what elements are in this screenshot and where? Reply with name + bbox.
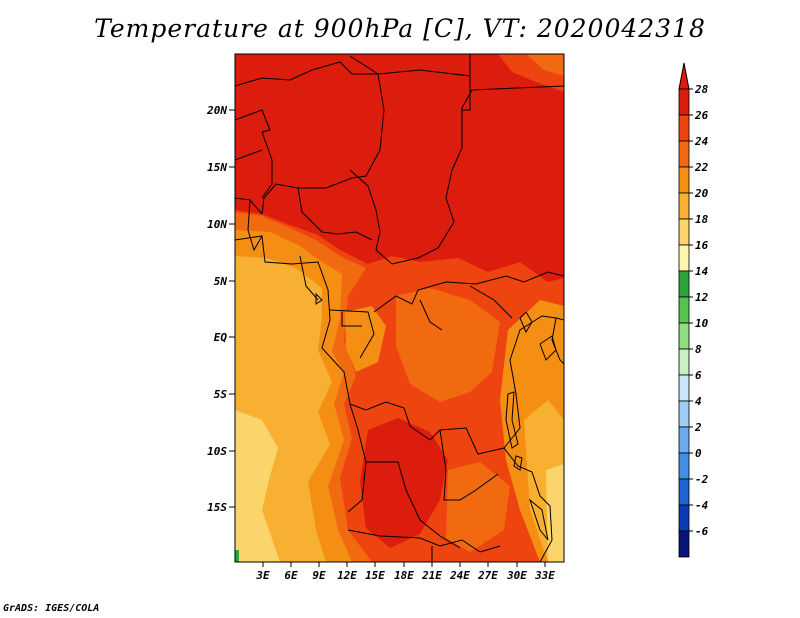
colorbar-segment	[678, 88, 690, 116]
colorbar-label: 4	[695, 395, 702, 408]
colorbar-segment	[678, 504, 690, 532]
latitude-axis: 20N 15N 10N 5N EQ 5S 10S 15S	[206, 104, 235, 514]
temperature-field	[235, 54, 564, 562]
colorbar-label: 12	[695, 291, 709, 304]
lon-label: 15E	[365, 569, 385, 582]
field-region-24c-south	[446, 462, 510, 552]
colorbar-label: 20	[694, 187, 709, 200]
colorbar-label: -4	[695, 499, 709, 512]
lon-label: 9E	[312, 569, 326, 582]
lat-label: 10S	[207, 445, 227, 458]
colorbar-segment	[678, 244, 690, 272]
colorbar-segment	[678, 218, 690, 246]
lon-label: 12E	[337, 569, 357, 582]
colorbar-label: 24	[694, 135, 709, 148]
field-region-24c-ne	[526, 54, 564, 76]
colorbar-segment	[678, 400, 690, 428]
colorbar-segment	[678, 166, 690, 194]
colorbar-label: -2	[695, 473, 709, 486]
colorbar-max-arrow	[678, 62, 690, 90]
lon-label: 21E	[421, 569, 442, 582]
map-frame	[234, 53, 565, 563]
colorbar-segment	[678, 530, 690, 558]
colorbar-segment	[678, 426, 690, 454]
lat-label: 10N	[207, 218, 227, 231]
colorbar-segment	[678, 348, 690, 376]
colorbar-label: 2	[694, 421, 702, 434]
colorbar-label: 10	[695, 317, 709, 330]
colorbar-label: 18	[695, 213, 709, 226]
colorbar-label: 28	[694, 83, 709, 96]
colorbar-label: -6	[695, 525, 709, 538]
lat-label: 5N	[214, 275, 228, 288]
field-region-24c-basin	[396, 288, 500, 402]
field-region-22c-congo	[345, 306, 386, 372]
lat-label: 5S	[214, 388, 228, 401]
lon-label: 18E	[394, 569, 414, 582]
chart-title: Temperature at 900hPa [C], VT: 202004231…	[94, 14, 706, 43]
lon-label: 33E	[534, 569, 555, 582]
colorbar-label: 0	[695, 447, 702, 460]
colorbar-segment	[678, 296, 690, 324]
lat-label: 15S	[207, 501, 227, 514]
colorbar-segment	[678, 114, 690, 142]
lon-label: 27E	[477, 569, 498, 582]
colorbar-label: 6	[695, 369, 702, 382]
colorbar-label: 14	[695, 265, 709, 278]
field-region-18c-east	[546, 464, 564, 562]
country-borders	[235, 54, 564, 562]
lat-label: 20N	[206, 104, 227, 117]
field-region-green-sw	[235, 550, 239, 562]
field-region-28c	[235, 54, 564, 282]
lon-label: 6E	[284, 569, 298, 582]
field-region-18c-sw	[235, 410, 280, 562]
longitude-axis: 3E 6E 9E 12E 15E 18E 21E 24E 27E 30E 33E	[255, 562, 555, 582]
colorbar-segment	[678, 478, 690, 506]
software-credit: GrADS: IGES/COLA	[3, 603, 100, 614]
lon-label: 30E	[506, 569, 527, 582]
lat-label: 15N	[207, 161, 227, 174]
colorbar-segment	[678, 322, 690, 350]
colorbar-label: 16	[695, 239, 709, 252]
colorbar-label: 8	[695, 343, 702, 356]
lat-label: EQ	[214, 331, 228, 344]
colorbar-segment	[678, 140, 690, 168]
colorbar-label: 26	[694, 109, 709, 122]
lon-label: 3E	[255, 569, 270, 582]
colorbar-segment	[678, 452, 690, 480]
colorbar-label: 22	[694, 161, 709, 174]
colorbar-segment	[678, 192, 690, 220]
lon-label: 24E	[449, 569, 470, 582]
colorbar-segment	[678, 374, 690, 402]
colorbar-segment	[678, 270, 690, 298]
